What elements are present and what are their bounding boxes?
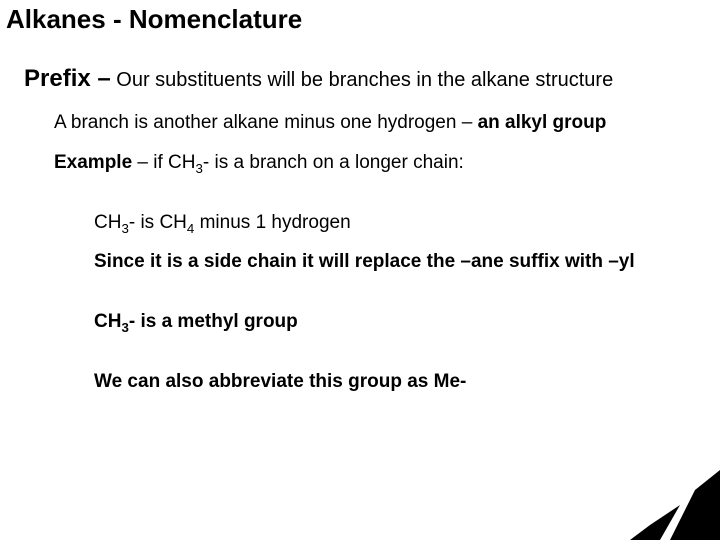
example-mid-a: – if CH [132,152,195,173]
example-line: Example – if CH3- is a branch on a longe… [54,151,714,175]
ch3-c: minus 1 hydrogen [194,212,350,233]
ch3-sub: 3 [121,220,128,235]
branch-text-a: A branch is another alkane minus one hyd… [54,112,478,133]
prefix-line: Prefix – Our substituents will be branch… [24,65,714,93]
sidechain-line: Since it is a side chain it will replace… [94,250,714,274]
methyl-sub: 3 [121,320,128,335]
example-mid-b: - is a branch on a longer chain: [203,152,464,173]
example-sub1: 3 [196,161,203,176]
example-label: Example [54,152,132,173]
methyl-b: - is a methyl group [129,311,298,332]
slide-title: Alkanes - Nomenclature [6,4,714,35]
ch3-a: CH [94,212,121,233]
slide-container: Alkanes - Nomenclature Prefix – Our subs… [0,0,720,540]
abbrev-line: We can also abbreviate this group as Me- [94,370,714,394]
prefix-label: Prefix – [24,65,111,92]
branch-definition: A branch is another alkane minus one hyd… [54,111,714,135]
ch3-line: CH3- is CH4 minus 1 hydrogen [94,211,714,235]
ch3-b: - is CH [129,212,187,233]
methyl-line: CH3- is a methyl group [94,310,714,334]
methyl-a: CH [94,311,121,332]
branch-text-b: an alkyl group [478,112,607,133]
corner-decoration-icon [600,470,720,540]
prefix-rest: Our substituents will be branches in the… [111,69,613,91]
